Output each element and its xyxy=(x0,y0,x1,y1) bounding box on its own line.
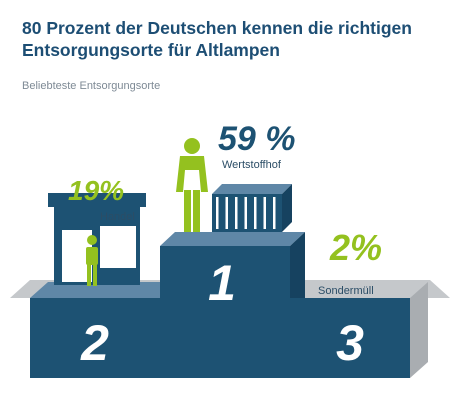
rank-number: 2 xyxy=(80,315,109,371)
podium-step-1-side xyxy=(290,232,305,298)
shop-icon-roof xyxy=(48,193,146,207)
podium-step-1-top xyxy=(160,232,305,246)
value-labels: 19% 59 % 2% xyxy=(68,120,382,268)
container-rib xyxy=(216,197,219,229)
value-label: 2% xyxy=(329,227,382,268)
person-icon-shop xyxy=(86,235,98,286)
chart-title-line-1: 80 Prozent der Deutschen kennen die rich… xyxy=(22,18,412,38)
podium-step-3-side xyxy=(410,282,428,378)
podium-step-3 xyxy=(290,282,428,378)
value-label: 19% xyxy=(68,175,124,206)
podium-step-2-top xyxy=(30,282,160,298)
shop-icon xyxy=(48,193,146,285)
podium-step-3-top xyxy=(290,282,428,298)
rank-number: 3 xyxy=(336,315,364,371)
person-icon-winner-head xyxy=(184,138,200,154)
chart-title-line-2: Entsorgungsorte für Altlampen xyxy=(22,40,280,60)
category-label: Handel xyxy=(100,211,135,223)
shop-icon-window xyxy=(100,226,136,268)
rank-numbers: 2 1 3 xyxy=(80,255,364,371)
person-icon-shop-leg-right xyxy=(93,264,97,286)
chart-subtitle: Beliebteste Entsorgungsorte xyxy=(22,80,161,92)
person-icon-winner-body xyxy=(176,156,208,192)
podium-step-2 xyxy=(30,282,160,378)
container-side xyxy=(282,184,292,232)
container-rib xyxy=(254,197,257,229)
person-icon-shop-head xyxy=(87,235,97,245)
container-top xyxy=(212,184,292,194)
category-label: Wertstoffhof xyxy=(222,159,282,171)
podium-step-2-front xyxy=(30,298,160,378)
container-rib xyxy=(225,197,228,229)
category-label: Sondermüll xyxy=(318,285,374,297)
container-ribs xyxy=(216,197,276,229)
person-icon-shop-leg-left xyxy=(87,264,91,286)
recycling-container-icon xyxy=(212,184,292,232)
person-icon-winner-leg-left xyxy=(184,190,191,232)
rank-number: 1 xyxy=(208,255,236,311)
chart-title: 80 Prozent der Deutschen kennen die rich… xyxy=(22,17,447,61)
person-icon-winner xyxy=(176,138,208,232)
container-rib xyxy=(244,197,247,229)
person-icon-winner-leg-right xyxy=(193,190,200,232)
podium-step-3-front xyxy=(290,298,410,378)
podium-step-1 xyxy=(160,232,305,378)
container-rib xyxy=(235,197,238,229)
value-label: 59 % xyxy=(218,120,296,158)
container-rib xyxy=(273,197,276,229)
person-icon-shop-body xyxy=(86,247,98,265)
category-labels: Handel Wertstoffhof Sondermüll xyxy=(100,159,374,297)
container-rib xyxy=(263,197,266,229)
podium-step-1-front xyxy=(160,246,290,378)
